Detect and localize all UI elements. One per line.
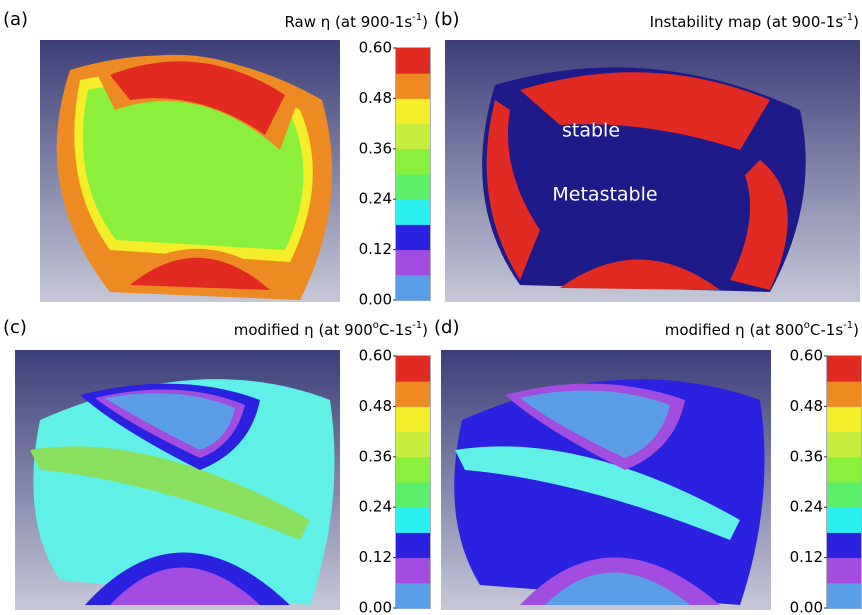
colorbar-tick-label: 0.00 [359, 599, 392, 615]
title-text: ) [422, 321, 428, 339]
colorbar-band [396, 482, 430, 508]
panel-label: (b) [434, 9, 459, 30]
colorbar-tick-label: 0.60 [359, 347, 392, 365]
colorbar-tick-label: 0.24 [359, 190, 392, 208]
colorbar-band [396, 557, 430, 584]
colorbar-tick-label: 0.12 [790, 548, 823, 566]
render-c [15, 350, 340, 610]
colorbar-band [396, 73, 430, 99]
panel-label: (c) [3, 317, 27, 338]
colorbar-tick-label: 0.36 [359, 447, 392, 465]
colorbar-band [396, 123, 430, 150]
colorbar-band [396, 456, 430, 483]
colorbar-band [827, 507, 861, 533]
render-a [40, 40, 340, 302]
colorbar-band [396, 582, 430, 609]
colorbar-band [827, 456, 861, 483]
colorbar-band [827, 482, 861, 508]
superscript: -1 [412, 12, 422, 23]
colorbar-band [827, 557, 861, 584]
colorbar-tick-label: 0.60 [790, 347, 823, 365]
colorbar-tick-label: 0.48 [790, 397, 823, 415]
render-b [445, 40, 860, 302]
panel-label: (d) [434, 317, 459, 338]
colorbar-band [396, 356, 430, 382]
colorbar-tick-label: 0.12 [359, 548, 392, 566]
colorbar-band [396, 249, 430, 276]
annotation: stable [562, 120, 620, 142]
title-text: ) [853, 321, 859, 339]
superscript: -1 [412, 320, 422, 331]
superscript: o [804, 320, 810, 331]
panel-title: Raw η (at 900-1s-1) [284, 12, 428, 31]
colorbar-band [396, 199, 430, 225]
colorbar-band [396, 174, 430, 200]
colorbar-band [396, 507, 430, 533]
title-text: C-1s [810, 321, 843, 339]
superscript: -1 [843, 320, 853, 331]
colorbar-tick-label: 0.24 [359, 498, 392, 516]
colorbar-tick-label: 0.24 [790, 498, 823, 516]
title-text: modified η (at 900 [234, 321, 373, 339]
colorbar-tick-label: 0.60 [359, 39, 392, 57]
colorbar-band [396, 431, 430, 458]
title-text: ) [853, 13, 859, 31]
colorbar-band [396, 381, 430, 407]
panel-title: modified η (at 800oC-1s-1) [665, 320, 859, 339]
colorbar-band [396, 48, 430, 74]
panel-title: Instability map (at 900-1s-1) [650, 12, 859, 31]
colorbar-tick-label: 0.48 [359, 397, 392, 415]
colorbar-tick-label: 0.00 [790, 599, 823, 615]
colorbar-tick-label: 0.12 [359, 240, 392, 258]
title-text: C-1s [379, 321, 412, 339]
title-text: modified η (at 800 [665, 321, 804, 339]
colorbar-band [827, 381, 861, 407]
title-text: Raw η (at 900-1s [284, 13, 412, 31]
colorbar-band [396, 406, 430, 433]
colorbar-band [827, 582, 861, 609]
title-text: ) [422, 13, 428, 31]
colorbar-band [396, 274, 430, 301]
annotation: Metastable [552, 184, 657, 206]
title-text: Instability map (at 900-1s [650, 13, 844, 31]
colorbar-tick-label: 0.48 [359, 89, 392, 107]
colorbar-tick-label: 0.00 [359, 291, 392, 309]
colorbar-band [396, 148, 430, 175]
colorbar-band [396, 224, 430, 251]
colorbar-band [396, 98, 430, 125]
colorbar-band [827, 431, 861, 458]
colorbar-band [827, 406, 861, 433]
superscript: o [373, 320, 379, 331]
panel-title: modified η (at 900oC-1s-1) [234, 320, 428, 339]
panel-label: (a) [3, 9, 28, 30]
superscript: -1 [843, 12, 853, 23]
colorbar-band [396, 532, 430, 559]
colorbar-band [827, 356, 861, 382]
colorbar-band [827, 532, 861, 559]
render-d [441, 350, 771, 610]
colorbar-tick-label: 0.36 [359, 139, 392, 157]
colorbar-tick-label: 0.36 [790, 447, 823, 465]
